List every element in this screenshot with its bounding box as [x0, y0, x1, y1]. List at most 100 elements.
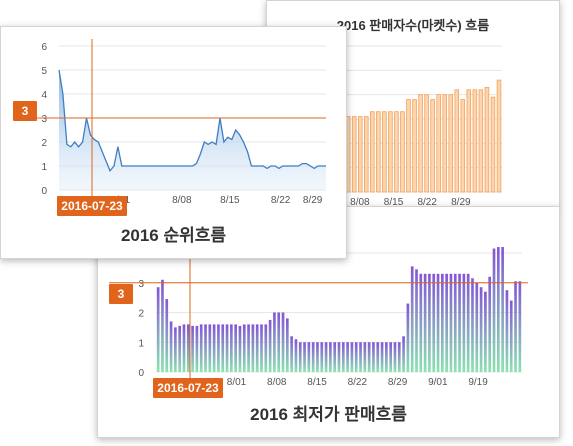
x-tick-label: 8/22 [348, 377, 368, 388]
price-bar [311, 342, 315, 372]
price-bar [423, 273, 427, 372]
price-bar [273, 312, 276, 372]
price-bar [397, 342, 401, 372]
y-tick-label: 4 [41, 90, 47, 101]
price-bar [376, 342, 380, 372]
price-bar [393, 342, 397, 372]
seller-bar [478, 89, 484, 193]
price-bar [178, 325, 182, 372]
price-bar [268, 319, 272, 372]
price-bar [475, 282, 479, 372]
price-bar [208, 324, 212, 372]
x-tick-label: 8/01 [227, 377, 247, 388]
price-bar [260, 324, 263, 372]
price-bar [204, 324, 207, 372]
y-tick-label: 3 [41, 114, 47, 125]
y-tick-label: 1 [138, 338, 144, 349]
price-bar [234, 324, 237, 372]
price-bar [191, 325, 194, 372]
x-tick-label: 8/08 [350, 197, 370, 206]
price-bar [466, 273, 470, 372]
seller-bar [484, 86, 490, 193]
price-bar [174, 327, 177, 372]
y-tick-label: 5 [41, 66, 47, 77]
x-tick-label: 8/15 [384, 197, 404, 206]
price-bar [230, 324, 233, 372]
x-tick-label: 8/22 [417, 197, 437, 206]
price-bar [161, 279, 164, 372]
price-bar [251, 324, 255, 372]
price-bar [419, 273, 423, 372]
price-bar [367, 342, 371, 372]
y-tick-label: 0 [41, 186, 47, 197]
price-bar [303, 342, 306, 372]
price-bar [496, 247, 500, 372]
price-bar [199, 324, 203, 372]
x-tick-label: 9/19 [468, 377, 488, 388]
seller-bar [351, 116, 357, 193]
seller-bar [388, 111, 393, 193]
price-bar [341, 342, 345, 372]
reference-value-badge: 3 [13, 101, 37, 121]
y-tick-label: 3 [138, 279, 144, 290]
price-bar [156, 287, 160, 372]
price-bar [290, 336, 293, 372]
x-tick-label: 8/29 [388, 377, 408, 388]
marker-date-badge: 2016-07-23 [57, 196, 127, 216]
price-bar [264, 324, 268, 372]
price-bar [354, 342, 358, 372]
price-bar [294, 339, 298, 372]
seller-bar [382, 111, 387, 193]
rank-chart-title: 2016 순위흐름 [120, 226, 227, 245]
price-bar [298, 342, 302, 372]
seller-bar [412, 99, 417, 193]
x-tick-label: 8/15 [307, 377, 327, 388]
marker-date-badge: 2016-07-23 [153, 378, 223, 398]
lowest-price-chart: 012348/018/088/158/228/299/019/19 [109, 247, 528, 388]
price-bar [385, 342, 388, 372]
price-bar [492, 248, 496, 372]
price-bar [320, 342, 324, 372]
seller-bar [436, 94, 441, 193]
seller-bar [364, 116, 369, 193]
price-bar [363, 342, 367, 372]
price-bar [518, 281, 522, 372]
price-bar [346, 342, 349, 372]
price-bar [505, 290, 509, 372]
seller-bar [490, 96, 496, 193]
x-tick-label: 8/15 [220, 195, 240, 206]
price-bar [281, 312, 285, 372]
rank-line [58, 69, 326, 173]
seller-bar [496, 79, 502, 193]
price-bar [169, 321, 173, 372]
price-bar [307, 342, 311, 372]
seller-bar [472, 89, 478, 193]
seller-bar [448, 94, 453, 193]
y-tick-label: 1 [41, 162, 47, 173]
seller-bar [442, 94, 447, 193]
price-bar [458, 273, 461, 372]
price-bar [247, 324, 250, 372]
price-bar [316, 342, 319, 372]
x-tick-label: 8/08 [172, 195, 192, 206]
price-bar [406, 303, 410, 372]
seller-bar [454, 89, 460, 193]
price-bar [225, 324, 229, 372]
price-bar [441, 273, 444, 372]
seller-bar [460, 99, 466, 193]
price-bar [372, 342, 375, 372]
price-bar [415, 269, 418, 372]
seller-bar [466, 89, 472, 193]
price-bar [428, 273, 431, 372]
price-bar [359, 342, 362, 372]
price-bar [285, 318, 289, 372]
price-bar [186, 324, 190, 372]
lowest-price-chart-title: 2016 최저가 판매흐름 [250, 405, 407, 424]
price-bar [221, 324, 225, 372]
price-bar [350, 342, 354, 372]
x-tick-label: 8/29 [451, 197, 471, 206]
price-bar [479, 287, 483, 372]
y-tick-label: 6 [41, 42, 47, 53]
